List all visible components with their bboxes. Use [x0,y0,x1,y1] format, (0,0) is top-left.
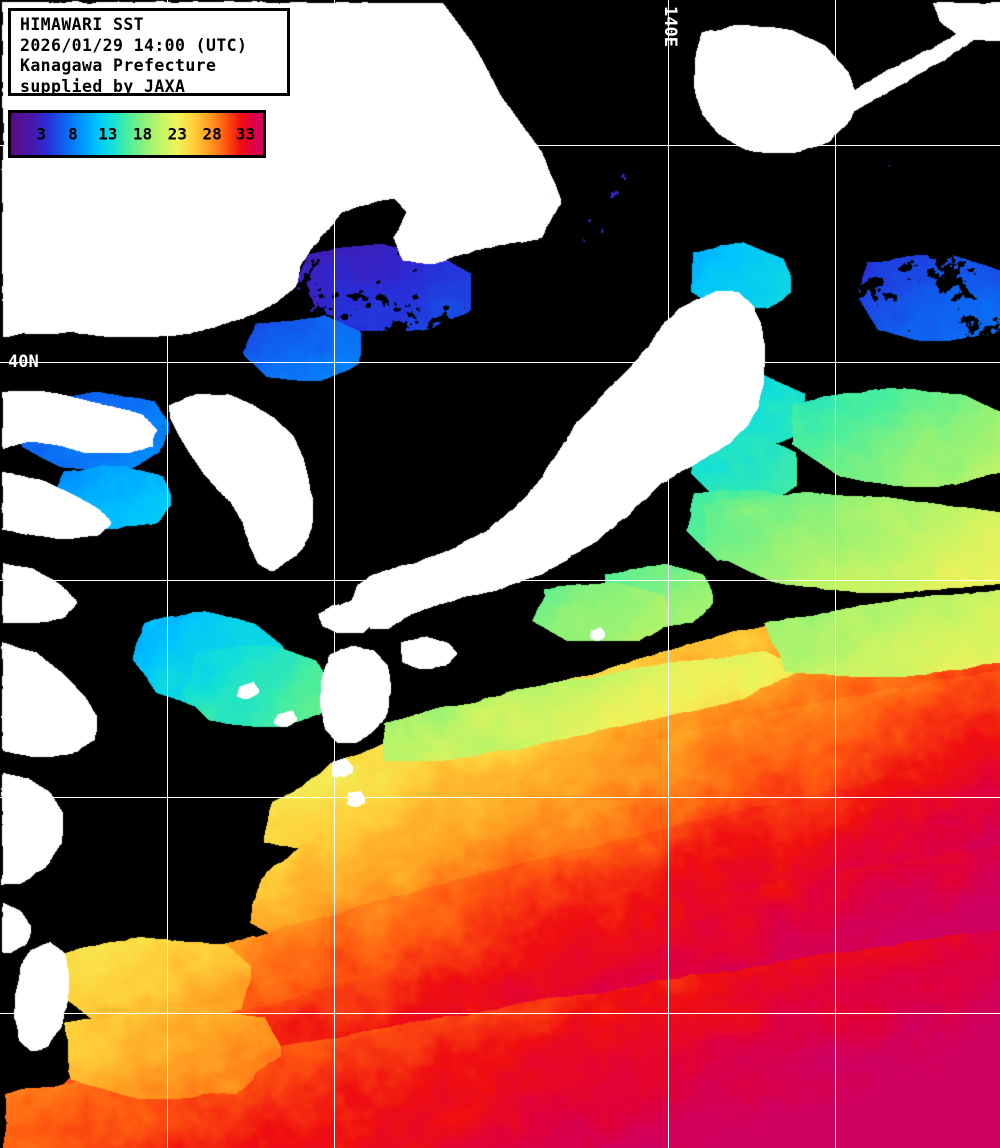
gridline-label-140e: 140E [660,6,680,47]
colorbar-tick-23: 23 [167,124,187,144]
info-line-title: HIMAWARI SST [20,15,145,34]
colorbar-tick-18: 18 [132,124,153,144]
colorbar-tick-33: 33 [235,124,255,144]
gridline-label-40n: 40N [8,352,39,372]
colorbar-gradient [11,113,263,155]
info-line-region: Kanagawa Prefecture [20,56,217,75]
colorbar-tick-28: 28 [202,124,222,144]
colorbar-tick-labels: 3 8 13 18 23 28 33 [11,113,263,155]
colorbar-tick-3: 3 [36,124,47,144]
info-box: HIMAWARI SST 2026/01/29 14:00 (UTC) Kana… [8,8,290,96]
info-line-timestamp: 2026/01/29 14:00 (UTC) [20,35,248,55]
colorbar-tick-13: 13 [98,124,118,144]
colorbar: 3 8 13 18 23 28 33 [8,110,266,158]
colorbar-tick-8: 8 [68,124,78,144]
info-line-attribution: supplied by JAXA [20,76,186,96]
